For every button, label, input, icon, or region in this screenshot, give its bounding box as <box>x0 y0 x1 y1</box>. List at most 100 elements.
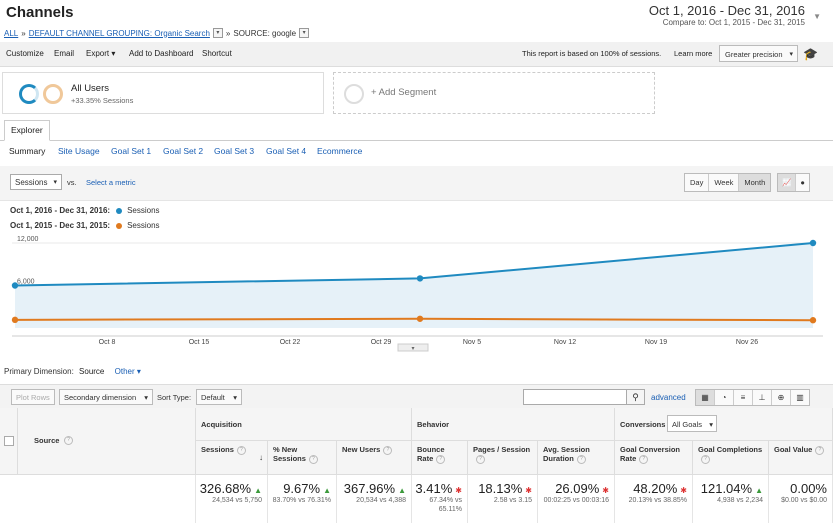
legend-current: Oct 1, 2016 - Dec 31, 2016: Sessions <box>10 206 160 215</box>
date-range-dropdown-icon[interactable]: ▼ <box>813 12 821 21</box>
help-icon[interactable]: ? <box>383 445 393 455</box>
subtab-summary[interactable]: Summary <box>9 146 46 156</box>
shortcut-button[interactable]: Shortcut <box>202 49 232 58</box>
trend-up-icon: ▲ <box>398 486 406 495</box>
sort-type-dropdown[interactable]: Default ▾ <box>196 389 242 405</box>
behavior-group-header: Behavior <box>412 408 615 441</box>
week-button[interactable]: Week <box>709 174 740 191</box>
legend-previous-series: Sessions <box>127 221 160 230</box>
day-button[interactable]: Day <box>685 174 710 191</box>
precision-label: Greater precision <box>725 50 783 59</box>
column-header[interactable]: Avg. Session Duration? <box>538 441 615 475</box>
goals-dropdown[interactable]: All Goals ▾ <box>667 415 717 432</box>
select-metric-link[interactable]: Select a metric <box>86 178 136 187</box>
pivot-table-icon[interactable]: ▥ <box>791 390 809 405</box>
date-range-picker[interactable]: Oct 1, 2016 - Dec 31, 2016 Compare to: O… <box>649 3 805 27</box>
metric-dropdown[interactable]: Sessions ▾ <box>10 174 62 190</box>
precision-dropdown[interactable]: Greater precision ▾ <box>719 45 798 62</box>
column-header[interactable]: Goal Conversion Rate? <box>615 441 693 475</box>
subtab-goal-set-3[interactable]: Goal Set 3 <box>214 146 255 156</box>
totals-cell: 121.04% ▲ 4,938 vs 2,234 <box>693 475 769 523</box>
totals-value: 121.04% <box>700 481 753 496</box>
learn-more-link[interactable]: Learn more <box>674 49 713 58</box>
column-header[interactable]: Goal Completions? <box>693 441 769 475</box>
help-icon[interactable]: ? <box>576 454 586 464</box>
chart-controls: Sessions ▾ vs. Select a metric Day Week … <box>0 166 833 201</box>
pie-chart-icon[interactable]: ◔ <box>715 390 734 405</box>
breadcrumb-all-link[interactable]: ALL <box>4 28 19 38</box>
subtab-goal-set-4[interactable]: Goal Set 4 <box>266 146 307 156</box>
behavior-label: Behavior <box>417 420 450 429</box>
data-point <box>416 275 424 282</box>
legend-current-series: Sessions <box>127 206 160 215</box>
totals-comparison: 20.13% vs 38.85% <box>628 497 687 504</box>
trend-down-icon: ✱ <box>602 486 609 495</box>
secondary-dimension-dropdown[interactable]: Secondary dimension ▾ <box>59 389 153 405</box>
column-header[interactable]: Sessions? ↓ <box>196 441 268 475</box>
add-segment-slot[interactable]: + Add Segment <box>333 72 655 114</box>
column-header-label: Pages / Session <box>473 445 531 454</box>
conversions-group-header: Conversions All Goals ▾ <box>615 408 833 441</box>
totals-cell: 0.00% $0.00 vs $0.00 <box>769 475 833 523</box>
source-column-header[interactable]: Source ? <box>18 408 196 475</box>
email-button[interactable]: Email <box>54 49 75 58</box>
help-icon[interactable]: ? <box>815 445 825 455</box>
source-dropdown-icon[interactable]: ▾ <box>299 28 310 38</box>
plot-rows-button[interactable]: Plot Rows <box>11 389 55 405</box>
grouping-dropdown-icon[interactable]: ▾ <box>212 28 223 38</box>
help-icon[interactable]: ? <box>236 445 246 455</box>
help-icon[interactable]: ? <box>308 454 318 464</box>
interval-buttons: Day Week Month <box>684 173 772 192</box>
totals-comparison: 20,534 vs 4,388 <box>356 497 406 504</box>
help-icon[interactable]: ? <box>639 454 649 464</box>
date-range-main[interactable]: Oct 1, 2016 - Dec 31, 2016 <box>648 3 805 18</box>
advanced-filter-link[interactable]: advanced <box>651 393 686 402</box>
customize-button[interactable]: Customize <box>6 49 44 58</box>
table-search-input[interactable] <box>523 389 627 405</box>
column-header[interactable]: Bounce Rate? <box>412 441 468 475</box>
add-to-dashboard-button[interactable]: Add to Dashboard <box>129 49 194 58</box>
add-segment-label[interactable]: + Add Segment <box>371 87 437 98</box>
subtab-ecommerce[interactable]: Ecommerce <box>317 146 363 156</box>
segment-all-users[interactable]: All Users +33.35% Sessions <box>2 72 324 114</box>
goals-dropdown-label: All Goals <box>672 420 703 429</box>
line-chart-icon[interactable]: 📈 <box>778 174 797 191</box>
comparison-icon[interactable]: ⊥ <box>753 390 772 405</box>
legend-current-range: Oct 1, 2016 - Dec 31, 2016: <box>10 206 111 215</box>
chevron-down-icon: ▾ <box>789 51 793 58</box>
help-icon[interactable]: ? <box>476 454 485 464</box>
trend-up-icon: ▲ <box>254 486 262 495</box>
sort-descending-icon[interactable]: ↓ <box>259 453 263 462</box>
breadcrumb-channel-grouping[interactable]: DEFAULT CHANNEL GROUPING: Organic Search <box>28 28 210 38</box>
performance-bars-icon[interactable]: ≡ <box>734 390 753 405</box>
totals-comparison: 4,938 vs 2,234 <box>717 497 763 504</box>
subtab-goal-set-2[interactable]: Goal Set 2 <box>163 146 204 156</box>
term-cloud-icon[interactable]: ⊕ <box>772 390 791 405</box>
conversions-label: Conversions <box>620 420 666 429</box>
select-all-checkbox[interactable] <box>4 436 14 446</box>
help-icon[interactable]: ? <box>64 436 73 445</box>
subtab-site-usage[interactable]: Site Usage <box>58 146 100 156</box>
legend-previous: Oct 1, 2015 - Dec 31, 2015: Sessions <box>10 221 160 230</box>
help-icon[interactable]: ? <box>701 454 710 464</box>
month-button[interactable]: Month <box>739 174 771 191</box>
y-tick-label: 12,000 <box>17 236 39 243</box>
column-header[interactable]: % New Sessions? <box>268 441 337 475</box>
column-header[interactable]: Goal Value? <box>769 441 833 475</box>
acquisition-group-header: Acquisition <box>196 408 412 441</box>
graduation-cap-icon[interactable]: 🎓 <box>803 47 818 61</box>
subtab-goal-set-1[interactable]: Goal Set 1 <box>111 146 152 156</box>
x-tick-label: Nov 5 <box>463 339 481 346</box>
tab-explorer[interactable]: Explorer <box>4 120 50 141</box>
motion-chart-icon[interactable]: ● <box>796 174 809 191</box>
data-table-icon[interactable]: ▦ <box>696 390 715 405</box>
column-header[interactable]: Pages / Session? <box>468 441 538 475</box>
search-icon[interactable]: ⚲ <box>626 389 645 405</box>
help-icon[interactable]: ? <box>436 454 446 464</box>
sessions-line-chart[interactable]: 12,000 6,000 Oct 8 Oct 15 Oct 22 Oct 29 Nov 5 N… <box>0 236 833 352</box>
data-point <box>11 282 19 289</box>
column-header[interactable]: New Users? <box>337 441 412 475</box>
export-button[interactable]: Export ▾ <box>86 49 116 58</box>
other-dimension-link[interactable]: Other ▾ <box>114 367 141 376</box>
primary-dimension-value[interactable]: Source <box>79 367 105 376</box>
